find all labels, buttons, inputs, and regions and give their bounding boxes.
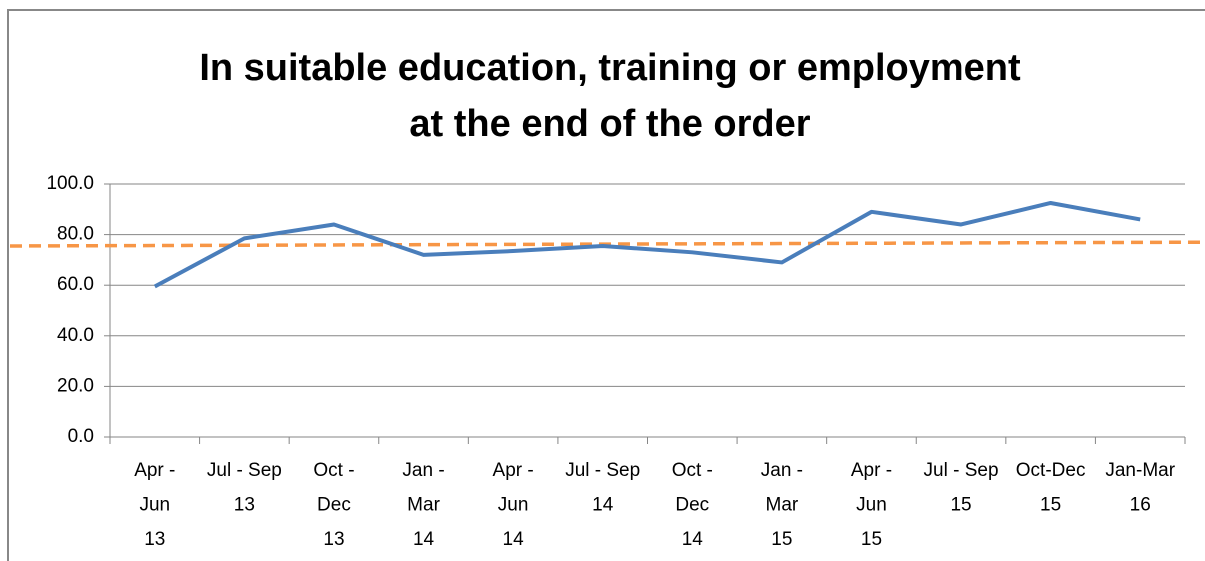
- x-tick-label: Jan -Mar 15: [761, 460, 803, 550]
- data-line: [153, 200, 1141, 289]
- x-tick-label: Jan-Mar 16: [1105, 460, 1175, 516]
- y-tick-label: 20.0: [57, 375, 94, 396]
- chart-title: In suitable education, training or emplo…: [199, 47, 1021, 89]
- x-tick-label: Apr -Jun 15: [851, 460, 892, 550]
- x-tick-label: Oct -Dec 13: [313, 460, 354, 550]
- x-tick-label: Jul - Sep 15: [924, 460, 999, 516]
- x-tick-label: Oct-Dec 15: [1016, 460, 1086, 516]
- chart-title: at the end of the order: [409, 103, 810, 145]
- x-tick-label: Apr -Jun 14: [493, 460, 534, 550]
- y-tick-label: 0.0: [68, 426, 94, 447]
- x-tick-label: Jan -Mar 14: [402, 460, 444, 550]
- y-tick-label: 40.0: [57, 325, 94, 346]
- y-tick-label: 100.0: [46, 173, 94, 194]
- frame: [7, 9, 1205, 561]
- x-tick-label: Apr -Jun 13: [134, 460, 175, 550]
- x-tick-label: Jul - Sep 13: [207, 460, 282, 516]
- y-tick-label: 80.0: [57, 224, 94, 245]
- y-tick-label: 60.0: [57, 274, 94, 295]
- x-tick-label: Jul - Sep 14: [565, 460, 640, 516]
- trendline: [9, 240, 1205, 248]
- x-tick-label: Oct -Dec 14: [672, 460, 713, 550]
